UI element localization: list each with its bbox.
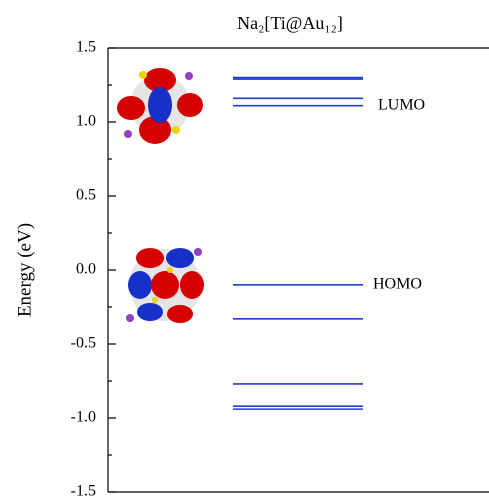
- y-tick-label: 0.0: [76, 261, 96, 278]
- homo-orbital: [126, 248, 204, 323]
- lumo-orbital: [117, 68, 203, 144]
- y-axis-label: Energy (eV): [14, 223, 35, 317]
- y-tick-label: 1.5: [76, 39, 96, 56]
- y-tick-label: 1.0: [76, 113, 96, 130]
- y-tick-label: -1.5: [71, 483, 96, 500]
- lumo-label: LUMO: [378, 96, 425, 113]
- homo-label: HOMO: [373, 275, 422, 292]
- y-tick-label: -0.5: [71, 335, 96, 352]
- chart-title: Na₂[Ti@Au₁₂]: [237, 13, 343, 33]
- chart: Na₂[Ti@Au₁₂] Energy (eV) 1.5 1.0 0.5 0.0 -0.…: [0, 0, 489, 500]
- y-tick-label: 0.5: [76, 187, 96, 204]
- y-tick-label: -1.0: [71, 409, 96, 426]
